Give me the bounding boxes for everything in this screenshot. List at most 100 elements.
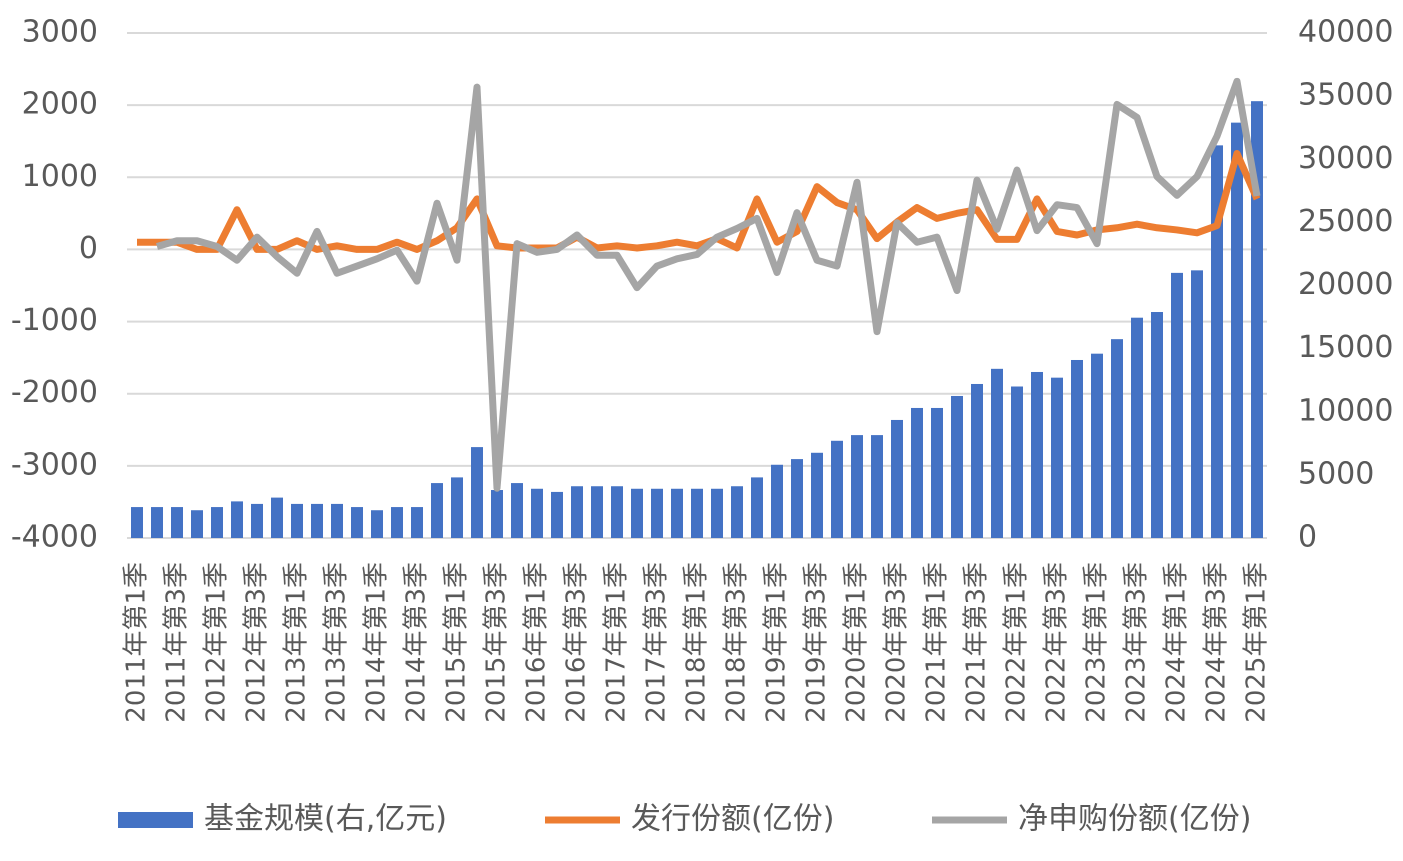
bar [991, 368, 1003, 538]
bar [651, 488, 663, 538]
x-tick-label: 2024年第3季 [1202, 562, 1232, 723]
bar [591, 486, 603, 538]
y2-tick-label: 15000 [1298, 330, 1393, 365]
bar [1031, 371, 1043, 538]
bar [811, 452, 823, 538]
legend-label: 基金规模(右,亿元) [204, 802, 447, 837]
x-tick-label: 2019年第1季 [762, 562, 792, 723]
bar [851, 435, 863, 538]
bar [871, 435, 883, 538]
x-tick-label: 2016年第1季 [522, 562, 552, 723]
x-tick-label: 2020年第3季 [882, 562, 912, 723]
y2-tick-label: 20000 [1298, 267, 1393, 302]
bar [751, 477, 763, 538]
bar [351, 507, 363, 538]
bar [291, 503, 303, 538]
y-tick-label: 0 [79, 231, 98, 266]
bar [391, 507, 403, 538]
x-tick-label: 2022年第3季 [1042, 562, 1072, 723]
x-tick-label: 2025年第1季 [1242, 562, 1272, 723]
bar [1191, 270, 1203, 538]
bar [1251, 101, 1263, 539]
x-tick-label: 2012年第1季 [202, 562, 232, 723]
bar [471, 447, 483, 538]
bar [631, 488, 643, 538]
legend-swatch [118, 812, 193, 828]
y-tick-label: -2000 [11, 375, 98, 410]
y-tick-label: 3000 [22, 15, 98, 50]
bar [831, 440, 843, 538]
line [156, 77, 1261, 492]
bar [311, 503, 323, 538]
x-tick-label: 2021年第3季 [962, 562, 992, 723]
bar [731, 486, 743, 538]
bar [1051, 377, 1063, 538]
bar [1211, 145, 1223, 539]
bar [971, 383, 983, 538]
x-tick-label: 2019年第3季 [802, 562, 832, 723]
y2-tick-label: 40000 [1298, 15, 1393, 50]
bar [491, 490, 503, 538]
bar [671, 488, 683, 538]
bar [1171, 272, 1183, 538]
x-tick-label: 2013年第3季 [322, 562, 352, 723]
bar [711, 488, 723, 538]
bar [151, 507, 163, 538]
bar [131, 507, 143, 538]
bar [691, 488, 703, 538]
y-tick-label: -1000 [11, 303, 98, 338]
bar [211, 507, 223, 538]
x-tick-label: 2017年第3季 [642, 562, 672, 723]
y2-tick-label: 35000 [1298, 78, 1393, 113]
bar [1231, 122, 1243, 538]
bar [571, 486, 583, 538]
x-tick-label: 2015年第3季 [482, 562, 512, 723]
x-tick-label: 2016年第3季 [562, 562, 592, 723]
bar [891, 419, 903, 538]
bar [791, 459, 803, 538]
bar [951, 395, 963, 538]
bar [1131, 317, 1143, 538]
y-tick-label: -4000 [11, 520, 98, 555]
legend-label: 发行份额(亿份) [631, 802, 834, 837]
x-tick-label: 2018年第3季 [722, 562, 752, 723]
bar [1151, 312, 1163, 538]
legend-label: 净申购份额(亿份) [1018, 802, 1251, 837]
bar [1011, 386, 1023, 538]
x-tick-label: 2020年第1季 [842, 562, 872, 723]
x-tick-label: 2011年第1季 [122, 562, 152, 723]
x-tick-label: 2014年第3季 [402, 562, 432, 723]
x-tick-label: 2023年第3季 [1122, 562, 1152, 723]
bar [771, 464, 783, 538]
bar [411, 507, 423, 538]
x-tick-label: 2013年第1季 [282, 562, 312, 723]
bar [431, 483, 443, 538]
y-tick-label: -3000 [11, 447, 98, 482]
bar [531, 488, 543, 538]
y-tick-label: 1000 [22, 159, 98, 194]
x-tick-label: 2015年第1季 [442, 562, 472, 723]
bar [931, 407, 943, 538]
x-tick-label: 2011年第3季 [162, 562, 192, 723]
x-tick-label: 2017年第1季 [602, 562, 632, 723]
bar [271, 497, 283, 538]
bar [1091, 353, 1103, 538]
bar [331, 503, 343, 538]
bar [551, 491, 563, 538]
bar [191, 510, 203, 538]
x-tick-label: 2018年第1季 [682, 562, 712, 723]
bar [911, 407, 923, 538]
y2-tick-label: 0 [1298, 520, 1317, 555]
y2-tick-label: 30000 [1298, 141, 1393, 176]
y-tick-label: 2000 [22, 87, 98, 122]
bar [371, 510, 383, 538]
bar [511, 483, 523, 538]
bar [611, 486, 623, 538]
x-tick-label: 2014年第1季 [362, 562, 392, 723]
x-tick-label: 2012年第3季 [242, 562, 272, 723]
y2-tick-label: 10000 [1298, 393, 1393, 428]
y2-tick-label: 25000 [1298, 204, 1393, 239]
bar [451, 477, 463, 538]
x-tick-label: 2024年第1季 [1162, 562, 1192, 723]
